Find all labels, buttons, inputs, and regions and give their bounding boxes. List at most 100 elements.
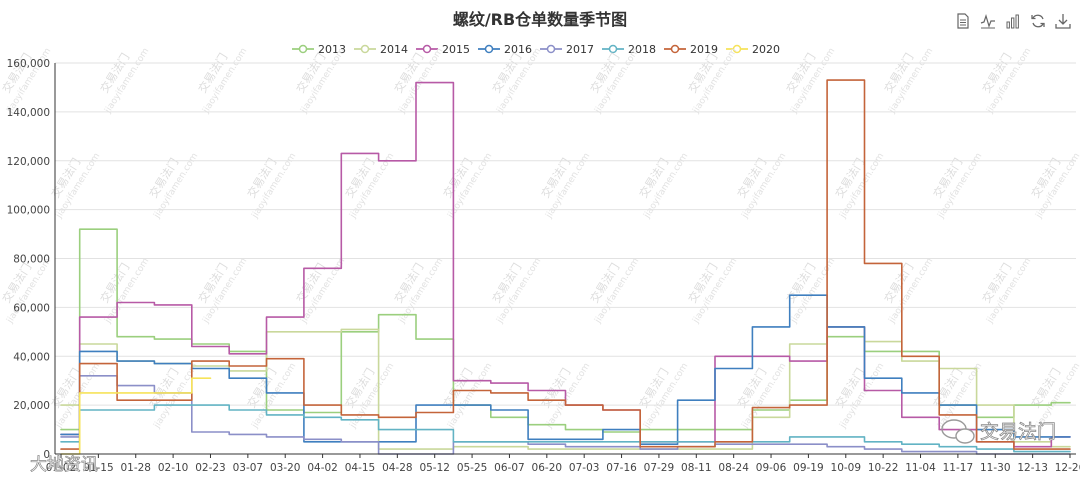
legend-item-2019[interactable]: 2019 — [664, 43, 718, 56]
y-tick-label: 20,000 — [13, 400, 50, 412]
legend-marker — [422, 44, 432, 54]
x-tick-label: 01-28 — [120, 462, 151, 474]
legend-item-2018[interactable]: 2018 — [602, 43, 656, 56]
legend-item-2014[interactable]: 2014 — [354, 43, 408, 56]
legend-marker — [484, 44, 494, 54]
y-tick-label: 120,000 — [7, 156, 50, 168]
y-tick-label: 100,000 — [7, 205, 50, 217]
legend-marker — [670, 44, 680, 54]
legend-marker — [298, 44, 308, 54]
legend-item-2016[interactable]: 2016 — [478, 43, 532, 56]
x-tick-label: 09-19 — [793, 462, 824, 474]
legend-item-2013[interactable]: 2013 — [292, 43, 346, 56]
x-tick-label: 08-11 — [681, 462, 712, 474]
y-tick-label: 60,000 — [13, 302, 50, 314]
legend-item-2020[interactable]: 2020 — [726, 43, 780, 56]
line-chart-icon[interactable] — [980, 13, 996, 29]
y-tick-label: 160,000 — [7, 58, 50, 70]
x-tick-label: 04-28 — [382, 462, 413, 474]
x-tick-label: 07-29 — [644, 462, 675, 474]
series-line-2015 — [60, 81, 1071, 448]
x-tick-label: 11-17 — [943, 462, 974, 474]
x-tick-label: 05-25 — [457, 462, 488, 474]
wechat-watermark: 交易法门 — [941, 419, 1056, 444]
corner-label: 大地资讯 — [30, 455, 98, 475]
x-tick-label: 01-02 — [46, 462, 77, 474]
x-tick-label: 06-20 — [532, 462, 563, 474]
y-tick-label: 0 — [43, 449, 50, 461]
x-tick-label: 08-24 — [718, 462, 749, 474]
x-tick-label: 07-03 — [569, 462, 600, 474]
x-tick-label: 02-10 — [158, 462, 189, 474]
x-tick-label: 10-09 — [831, 462, 862, 474]
chart-title: 螺纹/RB仓单数量季节图 — [453, 10, 627, 29]
legend-marker — [732, 44, 742, 54]
legend-label: 2020 — [752, 43, 780, 56]
y-tick-label: 140,000 — [7, 107, 50, 119]
legend-label: 2017 — [566, 43, 594, 56]
x-tick-label: 02-23 — [195, 462, 226, 474]
series-line-2019 — [60, 79, 1071, 450]
legend-item-2017[interactable]: 2017 — [540, 43, 594, 56]
series-line-2016 — [60, 294, 1071, 445]
legend-item-2015[interactable]: 2015 — [416, 43, 470, 56]
x-tick-label: 12-26 — [1055, 462, 1080, 474]
legend: 2013 2014 2015 2016 2017 2018 2019 2020 — [292, 43, 780, 56]
x-tick-label: 09-06 — [756, 462, 787, 474]
series-line-2020 — [60, 377, 212, 455]
x-tick-label: 12-13 — [1017, 462, 1048, 474]
legend-label: 2015 — [442, 43, 470, 56]
x-tick-label: 04-02 — [307, 462, 338, 474]
x-tick-label: 04-15 — [345, 462, 376, 474]
legend-marker — [546, 44, 556, 54]
refresh-icon[interactable] — [1030, 13, 1046, 29]
legend-label: 2014 — [380, 43, 408, 56]
x-tick-label: 01-15 — [83, 462, 114, 474]
x-tick-label: 11-04 — [905, 462, 936, 474]
x-tick-label: 03-07 — [233, 462, 264, 474]
bar-chart-icon[interactable] — [1005, 13, 1021, 29]
axes: 01-02 01-15 01-28 02-10 02-23 03-07 03-20 04-02… — [46, 63, 1080, 474]
legend-label: 2016 — [504, 43, 532, 56]
y-tick-label: 40,000 — [13, 351, 50, 363]
wechat-icon-bubble — [955, 428, 975, 444]
legend-label: 2019 — [690, 43, 718, 56]
series-line-2017 — [60, 375, 1071, 455]
legend-label: 2013 — [318, 43, 346, 56]
y-tick-label: 80,000 — [13, 254, 50, 266]
x-tick-label: 05-12 — [419, 462, 450, 474]
legend-marker — [608, 44, 618, 54]
x-tick-label: 11-30 — [980, 462, 1011, 474]
series-line-2014 — [60, 326, 1071, 450]
download-icon[interactable] — [1055, 13, 1071, 29]
legend-marker — [360, 44, 370, 54]
series-line-2018 — [60, 404, 1071, 453]
x-tick-label: 03-20 — [270, 462, 301, 474]
data-view-icon[interactable] — [955, 13, 971, 29]
x-tick-label: 07-16 — [606, 462, 637, 474]
series-layer — [60, 79, 1071, 455]
x-tick-label: 06-07 — [494, 462, 525, 474]
